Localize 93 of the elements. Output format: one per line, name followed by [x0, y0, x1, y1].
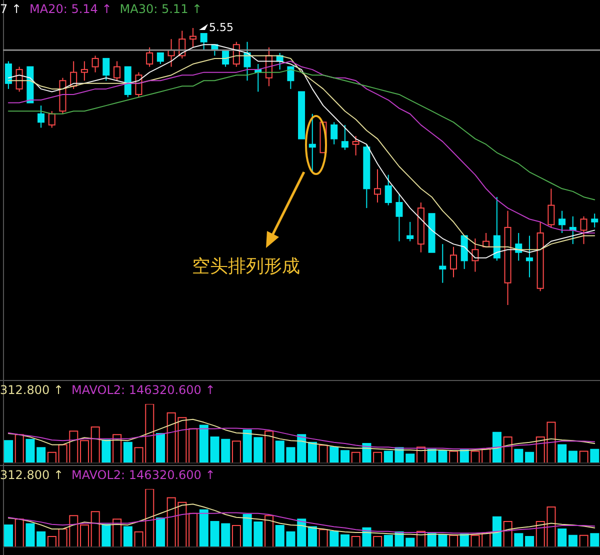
bar — [4, 524, 14, 547]
bar — [579, 450, 588, 463]
text: 312.800 ↑ — [0, 383, 64, 397]
bar — [123, 442, 132, 463]
text: 312.800 ↑ — [0, 468, 64, 482]
bar — [384, 534, 393, 547]
annotation: 5.55 — [209, 21, 234, 34]
bar — [308, 526, 317, 547]
bar — [188, 512, 198, 547]
bar — [558, 528, 567, 547]
candlestick — [439, 244, 446, 284]
bar — [14, 518, 24, 547]
bar — [340, 534, 350, 547]
bar — [351, 536, 360, 547]
bar — [384, 450, 393, 463]
bar — [123, 526, 132, 547]
annotation: 空头排列形成 — [192, 255, 300, 278]
bar — [26, 523, 35, 547]
bar — [568, 534, 578, 547]
candlestick — [591, 213, 598, 228]
bar — [492, 432, 502, 463]
bar — [514, 448, 524, 463]
bar — [449, 450, 458, 463]
bar — [102, 524, 111, 547]
bar — [579, 534, 588, 547]
bar — [318, 444, 328, 463]
bar — [232, 440, 241, 463]
bar — [351, 452, 360, 463]
bar — [80, 440, 89, 463]
bar — [330, 446, 339, 463]
bar — [14, 434, 24, 463]
bar — [156, 433, 165, 463]
candlestick — [244, 41, 251, 82]
bar — [308, 442, 317, 463]
bar — [568, 450, 578, 463]
bar — [36, 531, 46, 547]
candlestick — [341, 124, 348, 150]
bar — [297, 434, 306, 463]
bar — [318, 529, 328, 547]
bar — [156, 518, 165, 547]
bar — [47, 536, 56, 547]
candlestick — [189, 28, 196, 48]
bar — [460, 534, 469, 547]
bar — [4, 440, 14, 463]
bar — [503, 520, 512, 547]
bar — [90, 511, 100, 547]
bar — [373, 536, 382, 547]
bar — [199, 509, 208, 547]
candlestick — [504, 210, 512, 305]
bar — [340, 450, 350, 463]
bar — [199, 424, 208, 463]
bar — [590, 448, 600, 463]
candlestick — [384, 174, 392, 206]
bar — [264, 515, 274, 547]
bar — [80, 524, 89, 547]
bar — [525, 452, 534, 463]
bar — [90, 426, 100, 463]
text: MA20: 5.14 ↑ — [30, 2, 112, 16]
text: 7 ↑ — [0, 2, 22, 16]
bar — [525, 536, 534, 547]
candlestick — [374, 168, 382, 204]
candlestick — [526, 235, 533, 278]
text: MAVOL2: 146320.600 ↑ — [72, 383, 216, 397]
candlestick — [330, 122, 338, 145]
candlestick — [92, 55, 99, 73]
bar — [47, 452, 56, 463]
bar — [460, 450, 469, 463]
bar — [112, 434, 122, 463]
bar — [232, 525, 241, 547]
bar — [590, 533, 600, 547]
bar — [449, 534, 458, 547]
text: MA30: 5.11 ↑ — [120, 2, 202, 16]
bar — [330, 530, 339, 547]
bar — [36, 447, 46, 463]
bar — [503, 436, 512, 463]
bar — [26, 438, 35, 463]
bar — [558, 444, 567, 463]
text: MAVOL2: 146320.600 ↑ — [72, 468, 216, 482]
candlestick — [406, 221, 414, 242]
bar — [102, 439, 111, 463]
candlestick — [308, 113, 316, 173]
bar — [297, 518, 306, 547]
bar — [373, 452, 382, 463]
bar — [112, 518, 122, 547]
candlestick — [450, 246, 457, 278]
candlestick — [472, 238, 479, 272]
candlestick — [417, 202, 424, 253]
bar — [492, 516, 502, 547]
bar — [188, 428, 198, 463]
bar — [264, 430, 274, 463]
bar — [514, 533, 524, 547]
candlestick — [4, 60, 12, 90]
candlestick — [80, 60, 88, 82]
